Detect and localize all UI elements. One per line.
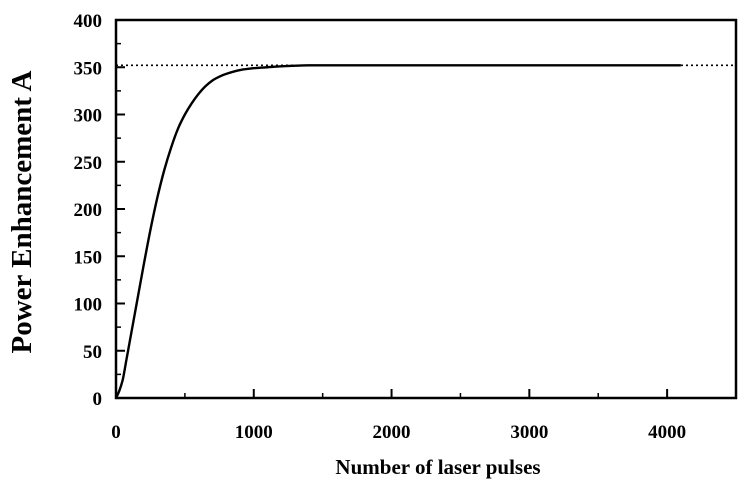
y-tick-label: 400 (74, 11, 103, 32)
x-axis-title: Number of laser pulses (335, 455, 540, 479)
y-tick-label: 150 (74, 247, 103, 268)
y-tick-labels: 0 50 100 150 200 250 300 350 400 (74, 11, 103, 410)
y-tick-label: 200 (74, 200, 103, 221)
saturation-curve (114, 64, 681, 399)
major-ticks (115, 19, 669, 399)
x-tick-labels: 0 1000 2000 3000 4000 (111, 422, 686, 443)
x-tick-label: 0 (111, 422, 121, 443)
x-tick-label: 2000 (373, 422, 411, 443)
y-tick-label: 300 (74, 106, 103, 127)
y-tick-label: 100 (74, 295, 103, 316)
plot-area-frame (114, 18, 738, 400)
minor-ticks (116, 42, 737, 398)
y-tick-label: 0 (93, 389, 103, 410)
x-tick-label: 4000 (648, 422, 686, 443)
x-tick-label: 3000 (510, 422, 548, 443)
y-axis-title: Power Enhancement A (6, 70, 38, 353)
series-layer (114, 64, 736, 399)
y-tick-label: 250 (74, 153, 103, 174)
y-tick-label: 350 (74, 58, 103, 79)
y-tick-label: 50 (83, 342, 102, 363)
x-tick-label: 1000 (235, 422, 273, 443)
